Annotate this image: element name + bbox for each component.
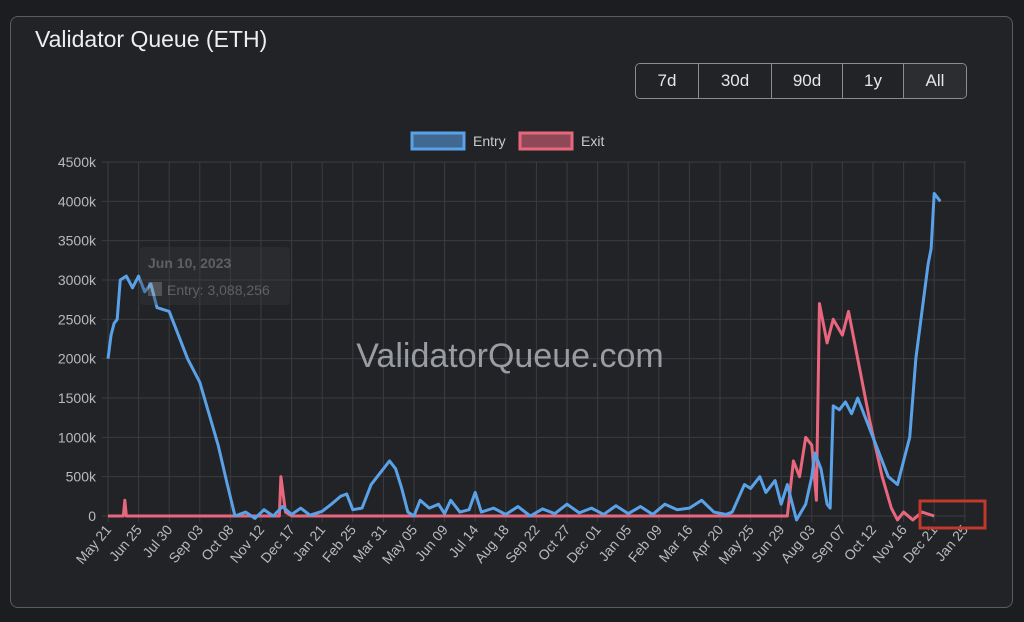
y-tick-label: 3500k — [58, 233, 97, 249]
range-7d-button[interactable]: 7d — [636, 64, 699, 98]
y-tick-label: 2000k — [58, 351, 97, 367]
legend-label: Entry — [473, 133, 506, 149]
range-90d-button[interactable]: 90d — [772, 64, 843, 98]
x-tick-label: Dec 01 — [563, 521, 604, 565]
y-tick-label: 2500k — [58, 311, 97, 327]
tooltip-date: Jun 10, 2023 — [148, 255, 231, 271]
x-tick-label: May 21 — [73, 521, 115, 567]
x-tick-label: Sep 03 — [165, 521, 206, 565]
y-tick-label: 1000k — [58, 429, 97, 445]
y-tick-label: 4000k — [58, 193, 97, 209]
legend-item-entry[interactable]: Entry — [410, 131, 506, 151]
legend-item-exit[interactable]: Exit — [518, 131, 604, 151]
range-selector: 7d 30d 90d 1y All — [635, 63, 967, 99]
x-tick-label: Jun 25 — [106, 521, 145, 564]
x-tick-label: Mar 16 — [655, 521, 695, 565]
range-all-button[interactable]: All — [904, 64, 966, 98]
range-1y-button[interactable]: 1y — [843, 64, 904, 98]
x-tick-label: Jun 09 — [412, 521, 451, 564]
y-tick-label: 3000k — [58, 272, 97, 288]
x-tick-label: Sep 22 — [502, 521, 543, 565]
highlight-box — [918, 499, 987, 530]
y-tick-label: 0 — [88, 508, 96, 524]
range-30d-button[interactable]: 30d — [699, 64, 772, 98]
y-tick-label: 4500k — [58, 154, 97, 170]
tooltip: Jun 10, 2023 Entry: 3,088,256 — [140, 247, 290, 305]
entry-series-line — [106, 191, 942, 522]
x-tick-label: Dec 17 — [257, 521, 298, 565]
y-tick-label: 500k — [66, 469, 97, 485]
y-tick-label: 1500k — [58, 390, 97, 406]
x-tick-label: Sep 07 — [808, 521, 849, 565]
tooltip-value: Entry: 3,088,256 — [167, 282, 270, 298]
legend-label: Exit — [581, 133, 604, 149]
watermark: ValidatorQueue.com — [356, 337, 663, 375]
chart-title: Validator Queue (ETH) — [35, 26, 268, 52]
